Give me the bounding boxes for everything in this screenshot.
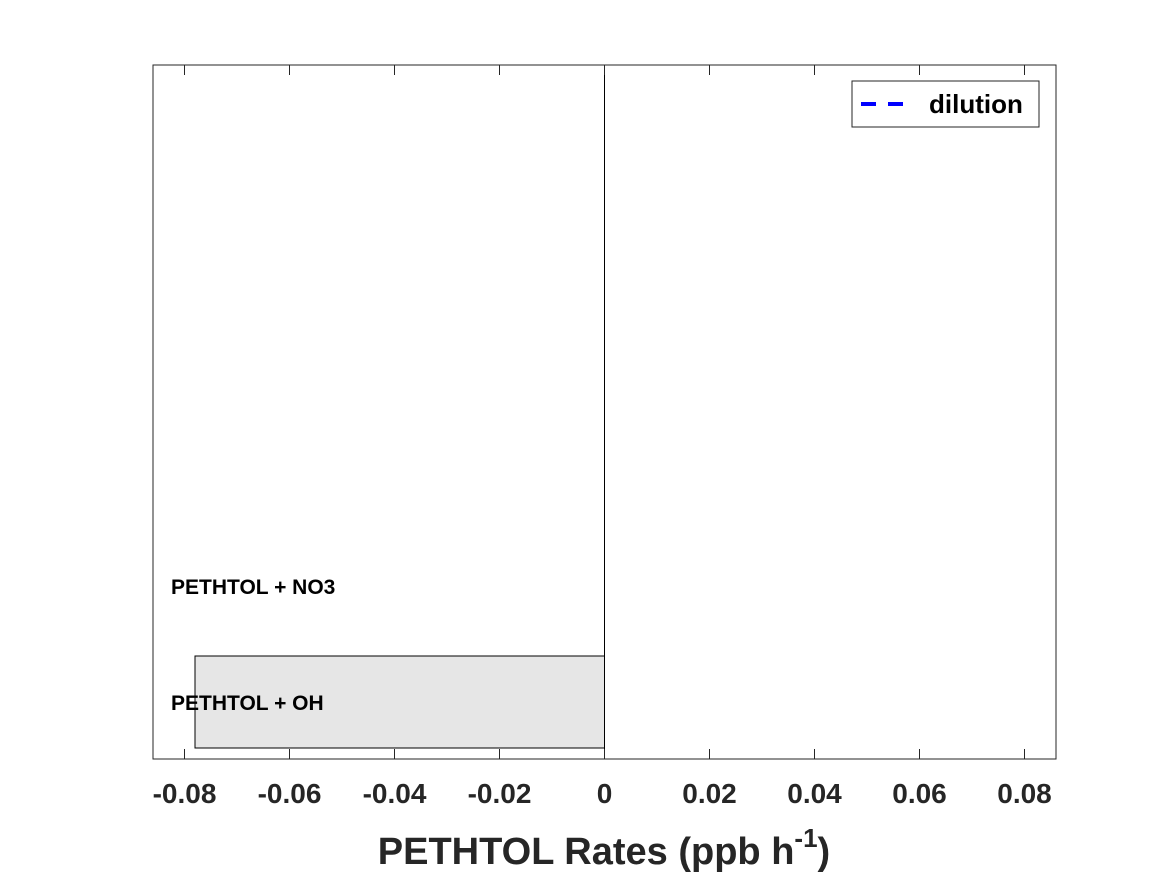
x-tick-label-4: 0 (597, 778, 613, 809)
x-axis-title-main: PETHTOL Rates (ppb h (378, 831, 795, 873)
bar-label-0: PETHTOL + OH (171, 692, 324, 715)
x-axis-title-close: ) (818, 831, 831, 873)
x-tick-label-3: -0.02 (468, 778, 532, 809)
x-tick-label-8: 0.08 (997, 778, 1052, 809)
bar-label-1: PETHTOL + NO3 (171, 576, 335, 599)
legend: dilution (851, 80, 1040, 128)
x-tick-label-5: 0.02 (682, 778, 737, 809)
x-tick-label-2: -0.04 (363, 778, 427, 809)
tick-labels-layer: -0.08 -0.06 -0.04 -0.02 0 0.02 0.04 0.06 0.08 (153, 778, 1052, 809)
ticks-layer (184, 65, 1025, 759)
bar-0 (194, 655, 605, 749)
bar-labels-layer: PETHTOL + OH PETHTOL + NO3 (171, 576, 335, 715)
bars-layer (194, 655, 605, 749)
legend-label-dilution: dilution (929, 89, 1023, 119)
legend-box (851, 80, 1040, 128)
plot-frame (152, 64, 1057, 760)
x-tick-label-7: 0.06 (892, 778, 947, 809)
x-tick-label-1: -0.06 (258, 778, 322, 809)
x-axis-title: PETHTOL Rates (ppb h-1) (378, 823, 830, 873)
x-tick-label-6: 0.04 (787, 778, 842, 809)
x-tick-label-0: -0.08 (153, 778, 217, 809)
x-axis-title-superscript: -1 (794, 823, 817, 853)
